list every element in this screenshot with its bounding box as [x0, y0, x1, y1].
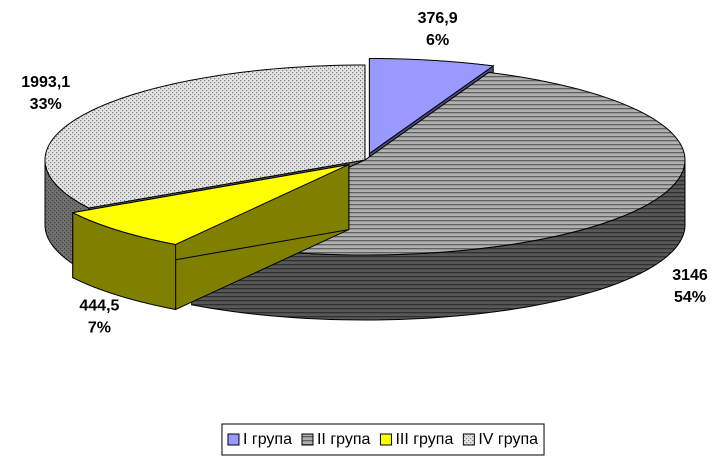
pie-slice	[368, 57, 495, 155]
legend-swatch	[462, 433, 475, 446]
percent-label: 6%	[426, 32, 449, 49]
legend-swatch	[379, 433, 392, 446]
value-label: 3146	[672, 267, 708, 284]
value-label: 444,5	[79, 297, 119, 314]
pie-slice	[44, 64, 366, 209]
percent-label: 54%	[674, 289, 706, 306]
legend-swatch	[301, 433, 314, 446]
pie-slice	[71, 164, 350, 246]
percent-label: 7%	[88, 319, 111, 336]
legend-label: IV група	[478, 431, 538, 448]
legend-label: I група	[243, 431, 292, 448]
legend-label: II група	[317, 431, 371, 448]
legend-swatch	[227, 433, 240, 446]
percent-label: 33%	[30, 96, 62, 113]
legend-label: III група	[395, 431, 453, 448]
value-label: 376,9	[418, 10, 458, 27]
value-label: 1993,1	[21, 74, 70, 91]
